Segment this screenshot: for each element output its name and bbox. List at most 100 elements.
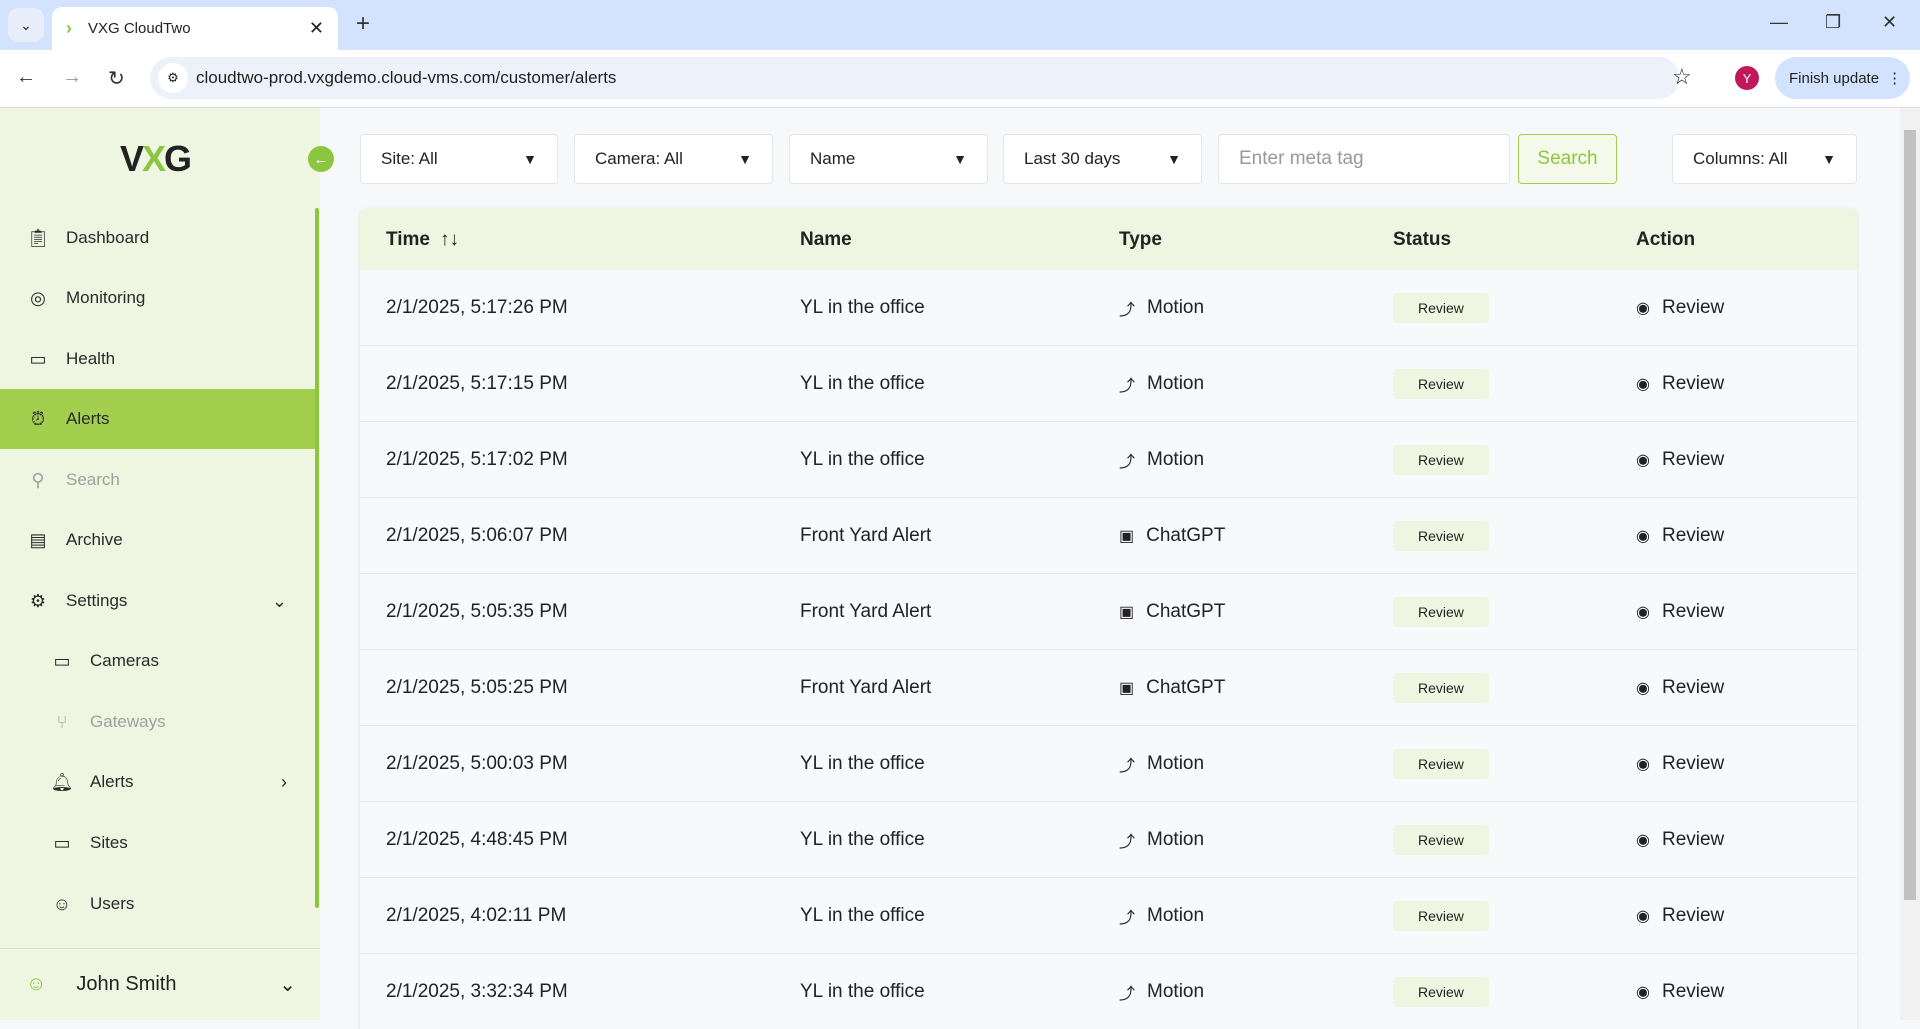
time-cell: 2/1/2025, 5:00:03 PM — [386, 752, 568, 774]
chevron-down-icon: ⌄ — [279, 974, 296, 996]
webcam-icon: ◎ — [30, 287, 46, 308]
review-button[interactable]: ◉ Review — [1636, 726, 1724, 801]
chip-icon: ▣ — [1119, 679, 1135, 697]
review-label: Review — [1661, 980, 1725, 1002]
table-row[interactable]: 2/1/2025, 5:05:25 PM Front Yard Alert ▣ C… — [360, 650, 1857, 726]
browser-tab-bar: ⌄ › VXG CloudTwo ✕ + — ❐ ✕ — [0, 0, 1920, 50]
period-filter-value: Last 30 days — [1024, 149, 1121, 168]
sidebar-item-label: Settings — [66, 591, 128, 610]
name-filter[interactable]: Name ▼ — [789, 134, 988, 184]
review-button[interactable]: ◉ Review — [1636, 878, 1724, 953]
time-cell: 2/1/2025, 4:48:45 PM — [386, 828, 568, 850]
sidebar-item-archive[interactable]: ▤ Archive — [0, 510, 315, 570]
review-button[interactable]: ◉ Review — [1636, 498, 1724, 573]
sidebar-item-dashboard[interactable]: 📋︎ Dashboard — [0, 208, 315, 268]
sidebar-item-settings[interactable]: ⚙ Settings ⌄ — [0, 571, 315, 631]
profile-avatar[interactable]: Y — [1735, 66, 1759, 90]
review-button[interactable]: ◉ Review — [1636, 954, 1724, 1029]
type-cell: ⤴ Motion — [1119, 270, 1204, 345]
camera-filter[interactable]: Camera: All ▼ — [574, 134, 773, 184]
site-filter[interactable]: Site: All ▼ — [360, 134, 558, 184]
sidebar-item-monitoring[interactable]: ◎ Monitoring — [0, 268, 315, 328]
motion-icon: ⤴ — [1119, 377, 1136, 395]
period-filter[interactable]: Last 30 days ▼ — [1003, 134, 1202, 184]
eye-icon: ◉ — [1636, 299, 1650, 317]
table-row[interactable]: 2/1/2025, 5:05:35 PM Front Yard Alert ▣ C… — [360, 574, 1857, 650]
type-label: Motion — [1147, 828, 1205, 850]
status-column-header: Status — [1393, 228, 1452, 250]
close-window-button[interactable]: ✕ — [1882, 12, 1898, 32]
sidebar: VXG ← 📋︎ Dashboard ◎ Monitoring ▭ Health ⏰︎… — [0, 108, 334, 1020]
table-row[interactable]: 2/1/2025, 5:17:02 PM YL in the office ⤴ M… — [360, 422, 1857, 498]
sidebar-item-label: Archive — [66, 530, 123, 549]
table-row[interactable]: 2/1/2025, 3:32:34 PM YL in the office ⤴ M… — [360, 954, 1857, 1029]
sidebar-item-sites[interactable]: ▭ Sites — [0, 813, 315, 873]
sidebar-item-label: Cameras — [90, 651, 159, 670]
type-column-header: Type — [1119, 228, 1162, 250]
page-scrollbar[interactable] — [1900, 108, 1920, 1020]
sidebar-item-users[interactable]: ☺ Users — [0, 874, 315, 934]
chevron-down-icon: ▼ — [738, 151, 752, 167]
scrollbar-thumb[interactable] — [1904, 130, 1916, 900]
type-cell: ▣ ChatGPT — [1119, 650, 1225, 725]
new-tab-button[interactable]: + — [356, 10, 371, 37]
search-button[interactable]: Search — [1518, 134, 1617, 184]
table-row[interactable]: 2/1/2025, 5:00:03 PM YL in the office ⤴ M… — [360, 726, 1857, 802]
review-button[interactable]: ◉ Review — [1636, 802, 1724, 877]
type-label: Motion — [1147, 904, 1205, 926]
minimize-button[interactable]: — — [1770, 12, 1788, 32]
finish-update-button[interactable]: Finish update ⋮ — [1775, 57, 1910, 99]
type-cell: ⤴ Motion — [1119, 878, 1204, 953]
name-cell: YL in the office — [800, 904, 925, 926]
review-button[interactable]: ◉ Review — [1636, 346, 1724, 421]
gateway-icon: ⑂ — [56, 711, 68, 732]
review-button[interactable]: ◉ Review — [1636, 270, 1724, 345]
table-row[interactable]: 2/1/2025, 5:06:07 PM Front Yard Alert ▣ C… — [360, 498, 1857, 574]
tab-search-button[interactable]: ⌄ — [8, 8, 44, 42]
bookmark-star-icon[interactable]: ☆ — [1672, 64, 1692, 89]
type-cell: ⤴ Motion — [1119, 954, 1204, 1029]
camera-icon: ▭ — [53, 650, 71, 671]
bell-icon: 🔔︎ — [50, 771, 74, 792]
review-button[interactable]: ◉ Review — [1636, 574, 1724, 649]
review-label: Review — [1661, 524, 1725, 546]
columns-filter[interactable]: Columns: All ▼ — [1672, 134, 1857, 184]
sort-icon[interactable]: ↑↓ — [440, 228, 460, 250]
name-cell: Front Yard Alert — [800, 524, 932, 546]
reload-button[interactable]: ↻ — [108, 68, 125, 90]
eye-icon: ◉ — [1636, 679, 1650, 697]
site-settings-icon[interactable]: ⚙ — [158, 63, 188, 93]
review-button[interactable]: ◉ Review — [1636, 650, 1724, 725]
url-bar[interactable]: ⚙ cloudtwo-prod.vxgdemo.cloud-vms.com/cu… — [150, 57, 1680, 99]
motion-icon: ⤴ — [1119, 833, 1136, 851]
status-cell: Review — [1393, 422, 1489, 497]
table-row[interactable]: 2/1/2025, 4:48:45 PM YL in the office ⤴ M… — [360, 802, 1857, 878]
status-cell: Review — [1393, 802, 1489, 877]
table-row[interactable]: 2/1/2025, 5:17:26 PM YL in the office ⤴ M… — [360, 270, 1857, 346]
archive-icon: ▤ — [29, 529, 47, 550]
time-column-header[interactable]: Time ↑↓ — [386, 209, 459, 270]
table-row[interactable]: 2/1/2025, 5:17:15 PM YL in the office ⤴ M… — [360, 346, 1857, 422]
meta-tag-input[interactable]: Enter meta tag — [1218, 134, 1510, 184]
sidebar-item-cameras[interactable]: ▭ Cameras — [0, 631, 315, 691]
type-label: Motion — [1147, 752, 1205, 774]
review-label: Review — [1661, 448, 1725, 470]
browser-tab[interactable]: › VXG CloudTwo ✕ — [52, 7, 338, 50]
user-menu[interactable]: ☺ John Smith ⌄ — [0, 948, 320, 1020]
restore-button[interactable]: ❐ — [1825, 12, 1842, 32]
sidebar-item-alert-settings[interactable]: 🔔︎ Alerts › — [0, 752, 315, 812]
close-tab-icon[interactable]: ✕ — [308, 18, 324, 38]
back-button[interactable]: ← — [16, 66, 36, 88]
eye-icon: ◉ — [1636, 603, 1650, 621]
sidebar-scrollbar[interactable] — [315, 208, 319, 908]
collapse-sidebar-button[interactable]: ← — [308, 146, 334, 172]
motion-icon: ⤴ — [1119, 909, 1136, 927]
type-label: Motion — [1147, 448, 1205, 470]
forward-button[interactable]: → — [62, 66, 82, 88]
sidebar-item-search[interactable]: ⚲ Search — [0, 450, 315, 510]
review-button[interactable]: ◉ Review — [1636, 422, 1724, 497]
sidebar-item-health[interactable]: ▭ Health — [0, 329, 315, 389]
sidebar-item-alerts[interactable]: ⏰︎ Alerts — [0, 389, 315, 449]
table-row[interactable]: 2/1/2025, 4:02:11 PM YL in the office ⤴ M… — [360, 878, 1857, 954]
sidebar-item-gateways[interactable]: ⑂ Gateways — [0, 692, 315, 752]
